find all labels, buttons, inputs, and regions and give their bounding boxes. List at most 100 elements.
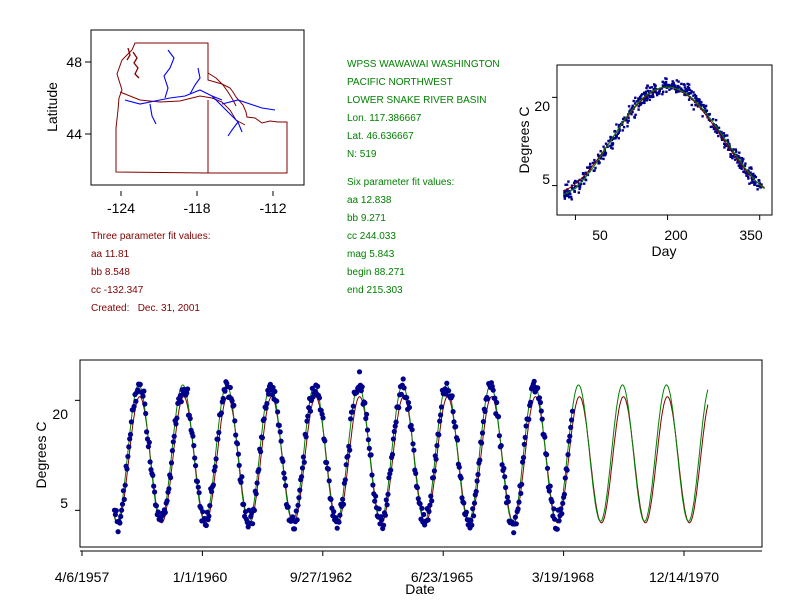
timeseries-point	[151, 483, 157, 489]
timeseries-point	[153, 503, 159, 509]
timeseries-point	[340, 496, 346, 502]
annual-point	[571, 187, 575, 190]
timeseries-point	[417, 501, 423, 507]
timeseries-point	[495, 414, 502, 420]
annual-point	[664, 81, 668, 84]
timeseries-point	[396, 405, 402, 411]
timeseries-point	[349, 409, 355, 415]
timeseries-point	[519, 481, 525, 487]
timeseries-point	[229, 398, 235, 404]
timeseries-point	[280, 458, 286, 464]
annual-point	[614, 134, 618, 137]
timeseries-point	[454, 437, 461, 443]
timeseries-point	[297, 487, 303, 493]
timeseries-point	[461, 500, 467, 506]
annual-point	[606, 145, 609, 148]
annual-point	[629, 108, 632, 111]
annual-point	[725, 142, 729, 146]
annual-point	[627, 116, 630, 119]
annual-point	[733, 152, 736, 155]
timeseries-point	[372, 498, 378, 504]
timeseries-point	[468, 518, 474, 524]
timeseries-point	[166, 486, 172, 492]
annual-point	[632, 99, 635, 103]
timeseries-point	[547, 483, 553, 489]
annual-point	[675, 89, 679, 93]
annual-point	[594, 166, 597, 170]
annual-point	[631, 110, 634, 114]
annual-point	[592, 169, 595, 172]
annual-point	[684, 87, 688, 91]
timeseries-point	[526, 416, 532, 422]
timeseries-point	[291, 526, 298, 532]
annual-point	[563, 194, 566, 198]
timeseries-point	[513, 521, 519, 527]
timeseries-point	[251, 507, 257, 513]
annual-point	[707, 113, 710, 116]
timeseries-point	[446, 388, 452, 394]
annual-point	[649, 95, 652, 98]
annual-point	[677, 80, 680, 83]
timeseries-point	[469, 522, 475, 528]
timeseries-point	[569, 417, 575, 423]
timeseries-point	[438, 404, 445, 410]
timeseries-point	[294, 517, 300, 523]
annual-x-axis: 50 200 350 Day	[574, 215, 763, 259]
timeseries-point	[567, 433, 573, 439]
timeseries-point	[381, 522, 387, 528]
timeseries-point	[128, 419, 134, 425]
timeseries-point	[259, 435, 265, 441]
timeseries-point	[322, 438, 328, 444]
timeseries-point	[207, 503, 213, 509]
annual-point	[649, 90, 652, 93]
annual-point	[643, 99, 647, 102]
timeseries-point	[538, 408, 544, 414]
annual-point	[580, 182, 583, 186]
annual-point	[652, 95, 655, 98]
timeseries-point	[119, 507, 125, 513]
annual-point	[645, 97, 648, 100]
annual-point	[742, 157, 745, 161]
annual-point	[617, 137, 620, 140]
timeseries-point	[427, 502, 433, 508]
annual-point	[604, 142, 608, 145]
timeseries-point	[542, 434, 548, 440]
timeseries-point	[515, 506, 521, 512]
annual-point	[678, 86, 681, 89]
timeseries-point	[256, 467, 262, 473]
annual-point	[751, 179, 754, 182]
info-line: aa 12.838	[347, 195, 392, 206]
annual-point	[637, 108, 640, 111]
timeseries-point	[194, 478, 200, 485]
timeseries-point	[562, 475, 568, 481]
timeseries-point	[404, 395, 410, 401]
map-panel: 48 44 Latitude -124 -118 -112	[44, 29, 305, 216]
timeseries-chart: 4/6/1957 1/1/1960 9/27/1962 6/23/1965 3/…	[33, 359, 763, 597]
annual-point	[697, 99, 700, 102]
timeseries-point	[539, 416, 545, 422]
timeseries-point	[414, 485, 420, 491]
timeseries-point	[501, 465, 507, 471]
timeseries-point	[340, 501, 347, 507]
timeseries-point	[325, 466, 331, 472]
annual-point	[726, 138, 729, 142]
timeseries-point	[222, 388, 228, 394]
annual-point	[694, 96, 697, 100]
timeseries-point	[173, 421, 179, 427]
annual-point	[581, 177, 584, 180]
map-xtick-label: -124	[107, 200, 135, 216]
timeseries-point	[437, 418, 443, 424]
timeseries-point	[150, 472, 156, 478]
timeseries-point	[482, 408, 488, 414]
timeseries-point	[473, 488, 479, 495]
timeseries-point	[559, 510, 565, 517]
info-line: cc 244.033	[347, 231, 396, 242]
annual-point	[625, 119, 628, 122]
annual-point	[730, 148, 733, 152]
timeseries-point	[238, 479, 244, 485]
annual-point	[633, 116, 636, 119]
annual-point	[621, 129, 624, 132]
timeseries-point	[218, 410, 224, 416]
timeseries-point	[477, 457, 483, 463]
